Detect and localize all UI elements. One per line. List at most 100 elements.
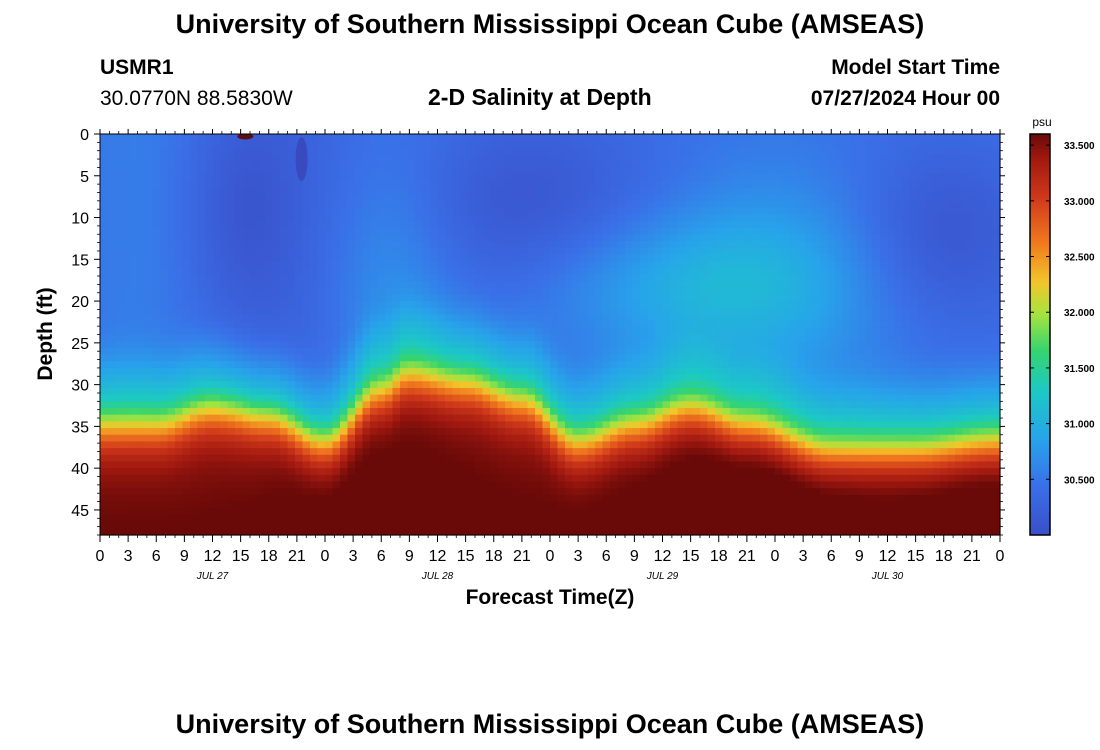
heatmap-cell xyxy=(332,301,341,309)
heatmap-cell xyxy=(377,381,386,389)
heatmap-cell xyxy=(400,207,409,215)
heatmap-cell xyxy=(512,428,521,436)
heatmap-cell xyxy=(265,434,274,443)
heatmap-cell xyxy=(580,361,589,369)
heatmap-cell xyxy=(700,367,709,376)
heatmap-cell xyxy=(632,187,641,195)
heatmap-cell xyxy=(340,441,349,449)
heatmap-cell xyxy=(325,154,334,162)
heatmap-cell xyxy=(122,294,131,302)
heatmap-cell xyxy=(392,488,401,496)
heatmap-cell xyxy=(167,294,176,302)
heatmap-cell xyxy=(167,327,176,336)
heatmap-cell xyxy=(160,227,169,235)
heatmap-cell xyxy=(467,414,476,422)
heatmap-cell xyxy=(235,361,244,369)
heatmap-cell xyxy=(700,234,709,242)
heatmap-cell xyxy=(707,174,716,182)
heatmap-cell xyxy=(167,501,176,509)
heatmap-cell xyxy=(137,514,146,523)
heatmap-cell xyxy=(617,494,626,503)
heatmap-cell xyxy=(715,287,724,295)
heatmap-cell xyxy=(190,180,199,189)
heatmap-cell xyxy=(272,408,281,416)
heatmap-cell xyxy=(362,521,371,529)
heatmap-cell xyxy=(602,514,611,523)
heatmap-cell xyxy=(257,327,266,336)
heatmap-cell xyxy=(197,508,206,516)
heatmap-cell xyxy=(422,301,431,309)
heatmap-cell xyxy=(580,147,589,155)
heatmap-cell xyxy=(340,174,349,182)
heatmap-cell xyxy=(145,354,154,362)
heatmap-cell xyxy=(535,367,544,376)
heatmap-cell xyxy=(370,287,379,295)
heatmap-cell xyxy=(227,281,236,289)
heatmap-cell xyxy=(587,428,596,436)
heatmap-cell xyxy=(392,354,401,362)
heatmap-cell xyxy=(340,508,349,516)
heatmap-cell xyxy=(107,267,116,275)
heatmap-cell xyxy=(205,187,214,195)
heatmap-cell xyxy=(242,147,251,155)
heatmap-cell xyxy=(520,394,529,402)
heatmap-cell xyxy=(227,381,236,389)
heatmap-cell xyxy=(257,481,266,489)
heatmap-cell xyxy=(460,234,469,242)
heatmap-cell xyxy=(662,180,671,189)
heatmap-cell xyxy=(355,468,364,476)
heatmap-cell xyxy=(280,468,289,476)
heatmap-cell xyxy=(595,321,604,329)
heatmap-cell xyxy=(400,361,409,369)
heatmap-cell xyxy=(287,301,296,309)
heatmap-cell xyxy=(212,514,221,523)
heatmap-cell xyxy=(160,267,169,275)
heatmap-cell xyxy=(377,327,386,336)
heatmap-cell xyxy=(265,408,274,416)
heatmap-cell xyxy=(175,394,184,402)
heatmap-cell xyxy=(160,494,169,503)
heatmap-cell xyxy=(152,187,161,195)
heatmap-cell xyxy=(302,448,311,456)
heatmap-cell xyxy=(452,374,461,382)
heatmap-cell xyxy=(527,441,536,449)
heatmap-cell xyxy=(625,154,634,162)
heatmap-cell xyxy=(220,147,229,155)
heatmap-cell xyxy=(670,274,679,282)
heatmap-cell xyxy=(415,341,424,349)
heatmap-cell xyxy=(587,140,596,148)
heatmap-cell xyxy=(392,207,401,215)
heatmap-cell xyxy=(257,307,266,316)
heatmap-cell xyxy=(482,481,491,489)
heatmap-cell xyxy=(235,307,244,316)
heatmap-cell xyxy=(662,321,671,329)
heatmap-cell xyxy=(257,187,266,195)
heatmap-cell xyxy=(347,434,356,443)
heatmap-cell xyxy=(512,327,521,336)
heatmap-cell xyxy=(482,361,491,369)
heatmap-cell xyxy=(527,134,536,142)
heatmap-cell xyxy=(505,354,514,362)
heatmap-cell xyxy=(467,514,476,523)
heatmap-cell xyxy=(497,428,506,436)
heatmap-cell xyxy=(355,281,364,289)
heatmap-cell xyxy=(685,481,694,489)
heatmap-cell xyxy=(445,194,454,202)
heatmap-cell xyxy=(595,307,604,316)
heatmap-cell xyxy=(167,441,176,449)
heatmap-cell xyxy=(152,140,161,148)
heatmap-cell xyxy=(655,220,664,229)
heatmap-cell xyxy=(152,481,161,489)
heatmap-cell xyxy=(445,401,454,409)
heatmap-cell xyxy=(377,454,386,463)
heatmap-cell xyxy=(362,234,371,242)
heatmap-cell xyxy=(617,134,626,142)
heatmap-cell xyxy=(602,187,611,195)
heatmap-cell xyxy=(467,461,476,469)
heatmap-cell xyxy=(610,274,619,282)
heatmap-cell xyxy=(662,247,671,255)
heatmap-cell xyxy=(107,160,116,169)
heatmap-cell xyxy=(662,200,671,209)
heatmap-cell xyxy=(445,454,454,463)
heatmap-cell xyxy=(602,441,611,449)
